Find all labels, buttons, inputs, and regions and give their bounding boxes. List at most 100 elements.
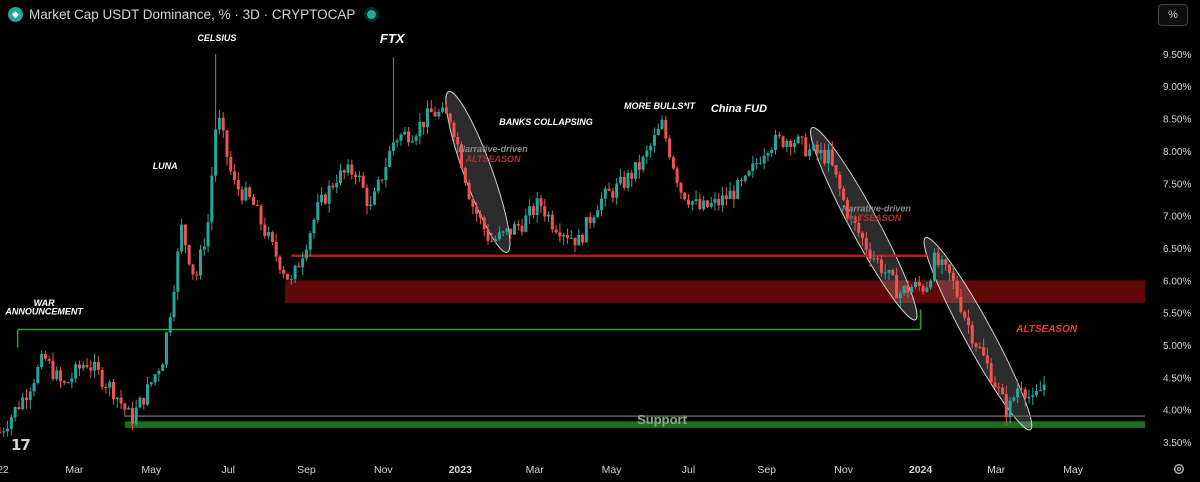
candle-body (581, 234, 585, 243)
candle-body (199, 249, 203, 276)
annotation-label: FTX (380, 31, 406, 46)
candle-body (917, 281, 921, 286)
candle-body (883, 272, 887, 274)
crypto-logo-icon: ◆ (8, 6, 23, 22)
candle-body (826, 149, 830, 164)
candle-body (89, 367, 93, 371)
candle-body (853, 216, 857, 223)
candle-body (819, 150, 823, 154)
candle-body (494, 239, 498, 242)
candle-body (524, 215, 528, 232)
candle-body (388, 150, 392, 167)
candle-body (607, 188, 611, 191)
candle-body (251, 196, 255, 206)
candle-body (437, 111, 441, 117)
candle-body (528, 206, 532, 216)
candle-body (641, 156, 645, 170)
candle-body (263, 224, 267, 236)
candle-body (974, 343, 978, 347)
candle-body (13, 407, 17, 418)
candle-body (444, 107, 448, 114)
candle-body (736, 180, 740, 199)
candle-body (849, 216, 853, 219)
candle-body (149, 382, 153, 385)
candle-body (963, 311, 967, 318)
candle-body (391, 142, 395, 151)
support-zone (124, 421, 1145, 428)
y-tick-label: 5.50% (1163, 309, 1191, 320)
candle-body (554, 229, 558, 233)
candle-body (637, 162, 641, 170)
candle-body (81, 364, 85, 369)
candle-body (410, 140, 414, 143)
candle-body (70, 378, 74, 383)
candle-body (274, 241, 278, 257)
candle-body (823, 150, 827, 164)
candle-body (77, 364, 81, 369)
candle-body (119, 397, 123, 404)
candle-body (1004, 394, 1008, 418)
candle-body (36, 366, 40, 383)
candle-body (331, 185, 335, 188)
candle-body (713, 198, 717, 203)
candle-body (603, 188, 607, 199)
candle-body (471, 199, 475, 207)
candle-body (304, 249, 308, 259)
candle-body (1016, 388, 1020, 398)
candle-body (940, 259, 944, 266)
candle-body (47, 359, 51, 361)
candle-body (233, 171, 237, 181)
candle-body (354, 174, 358, 178)
x-tick-label: Jul (222, 464, 235, 476)
candle-body (1042, 384, 1046, 391)
annotation-label: MORE BULLS*IT (624, 101, 697, 111)
candle-body (236, 180, 240, 190)
candle-body (278, 256, 282, 270)
candle-body (766, 153, 770, 156)
candle-body (100, 369, 104, 388)
candle-body (512, 224, 516, 235)
candle-body (308, 233, 312, 250)
candle-body (301, 258, 305, 268)
candle-body (755, 163, 759, 165)
candle-body (376, 179, 380, 192)
candle-body (758, 163, 762, 165)
candle-body (361, 175, 365, 188)
candle-body (982, 347, 986, 356)
candle-body (418, 121, 422, 137)
x-tick-label: May (1063, 464, 1084, 476)
candle-body (732, 190, 736, 199)
candle-body (51, 360, 55, 380)
candle-body (134, 407, 138, 424)
y-tick-label: 3.50% (1163, 438, 1191, 449)
market-status-icon[interactable] (367, 9, 377, 19)
candle-body (1023, 389, 1027, 399)
gear-icon[interactable] (1172, 462, 1186, 476)
candle-body (808, 149, 812, 157)
candle-body (910, 287, 914, 293)
candle-body (320, 194, 324, 203)
candle-body (789, 140, 793, 147)
candle-body (123, 403, 127, 410)
annotation-label: Narrative-driven (842, 204, 912, 214)
percent-scale-button[interactable]: % (1158, 4, 1188, 26)
candle-body (17, 407, 21, 410)
candle-body (497, 232, 501, 240)
candle-body (879, 259, 883, 273)
candle-body (111, 382, 115, 400)
candle-body (876, 258, 880, 260)
candle-body (668, 138, 672, 158)
candle-body (191, 264, 195, 275)
candle-body (951, 272, 955, 281)
candle-body (1019, 388, 1023, 390)
x-tick-label: Nov (374, 464, 393, 476)
candle-body (618, 176, 622, 184)
candle-body (842, 188, 846, 200)
symbol-title[interactable]: Market Cap USDT Dominance, % · 3D · CRYP… (29, 6, 356, 22)
candle-body (743, 175, 747, 181)
y-tick-label: 4.50% (1163, 373, 1191, 384)
candle-body (217, 117, 221, 130)
y-tick-label: 8.00% (1163, 147, 1191, 158)
candle-body (868, 249, 872, 259)
